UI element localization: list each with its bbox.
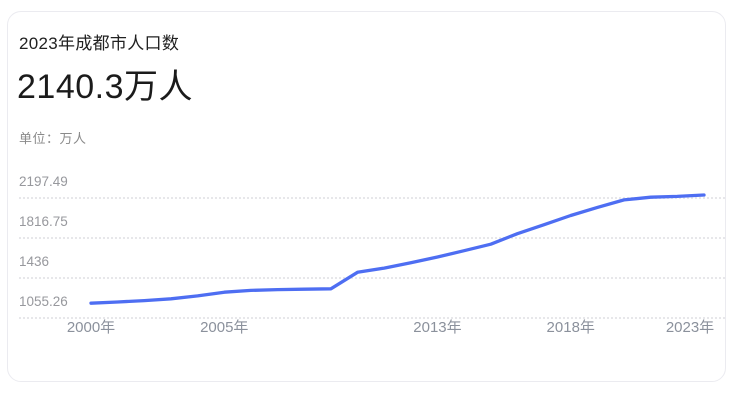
x-axis-label: 2023年 [665, 319, 715, 336]
y-axis-label: 1055.26 [19, 294, 68, 309]
population-line [89, 193, 706, 305]
x-axis-label: 2005年 [200, 319, 249, 336]
card-title: 2023年成都市人口数 [19, 34, 180, 53]
gridline [19, 317, 725, 319]
gridline [19, 197, 725, 199]
y-axis-label: 2197.49 [19, 174, 68, 189]
headline-value: 2140.3万人 [17, 68, 193, 106]
x-axis-label: 2018年 [546, 319, 595, 336]
y-axis-label: 1436 [19, 254, 50, 269]
y-axis-label: 1816.75 [19, 213, 68, 229]
population-chart-card: 2023年成都市人口数 2140.3万人 单位：万人 2197.49 1816.7… [7, 11, 726, 382]
unit-label: 单位：万人 [19, 131, 87, 146]
x-axis-label: 2013年 [413, 319, 462, 336]
x-axis-label: 2000年 [66, 319, 116, 336]
gridline [19, 277, 725, 279]
gridline [19, 236, 725, 239]
